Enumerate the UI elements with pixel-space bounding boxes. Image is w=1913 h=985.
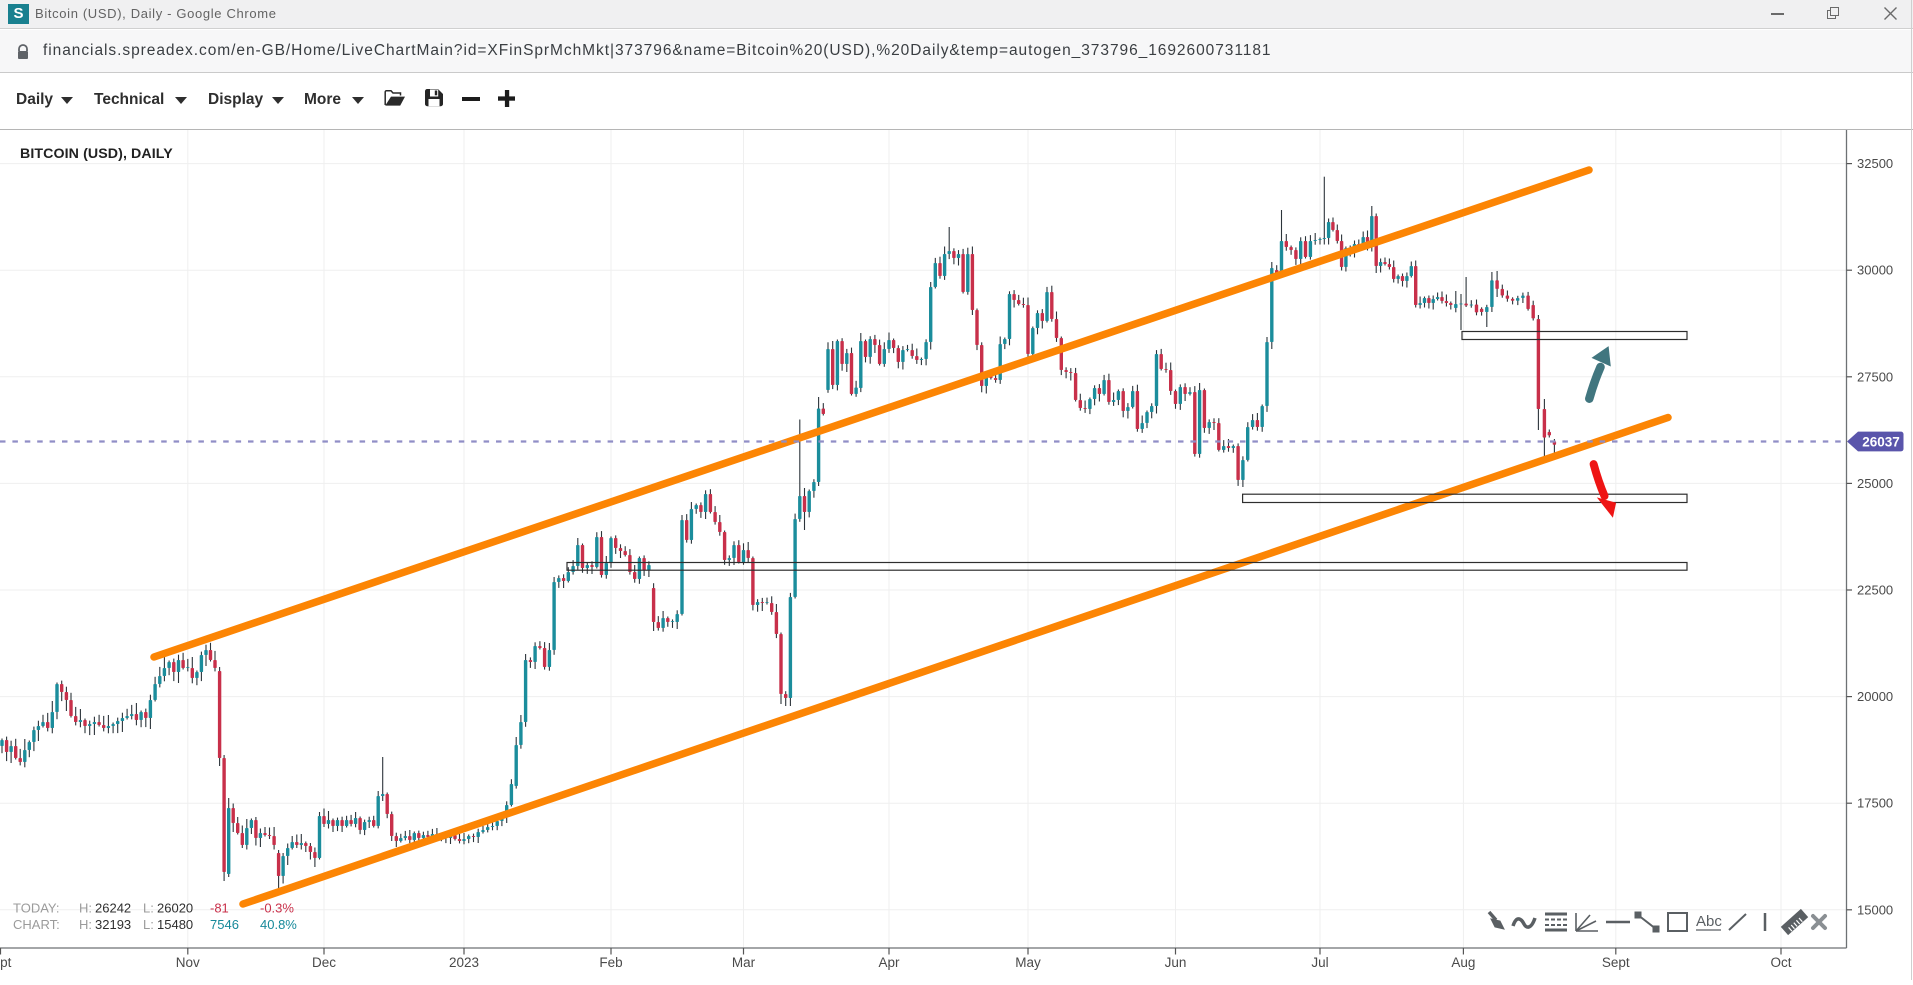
- svg-text:20000: 20000: [1857, 689, 1893, 704]
- svg-text:2023: 2023: [449, 955, 479, 970]
- svg-text:Abc: Abc: [1696, 913, 1722, 930]
- svg-text:7546: 7546: [210, 917, 239, 932]
- svg-text:-0.3%: -0.3%: [260, 901, 294, 916]
- svg-text:CHART:: CHART:: [13, 917, 60, 932]
- svg-text:32500: 32500: [1857, 156, 1893, 171]
- svg-text:25000: 25000: [1857, 476, 1893, 491]
- svg-text:15480: 15480: [157, 917, 193, 932]
- svg-text:26037: 26037: [1862, 434, 1900, 449]
- svg-text:H:: H:: [79, 901, 92, 916]
- svg-text:Oct: Oct: [1770, 955, 1791, 970]
- svg-text:Dec: Dec: [312, 955, 336, 970]
- svg-text:26242: 26242: [95, 901, 131, 916]
- svg-text:L:: L:: [143, 901, 154, 916]
- svg-text:-81: -81: [210, 901, 229, 916]
- svg-text:15000: 15000: [1857, 902, 1893, 917]
- svg-text:L:: L:: [143, 917, 154, 932]
- svg-text:H:: H:: [79, 917, 92, 932]
- svg-text:Jun: Jun: [1165, 955, 1187, 970]
- svg-text:TODAY:: TODAY:: [13, 901, 59, 916]
- svg-text:26020: 26020: [157, 901, 193, 916]
- svg-text:Feb: Feb: [599, 955, 622, 970]
- svg-text:17500: 17500: [1857, 796, 1893, 811]
- svg-text:22500: 22500: [1857, 583, 1893, 598]
- svg-text:Aug: Aug: [1451, 955, 1475, 970]
- svg-text:Jul: Jul: [1311, 955, 1328, 970]
- svg-text:32193: 32193: [95, 917, 131, 932]
- svg-text:May: May: [1015, 955, 1041, 970]
- svg-text:BITCOIN (USD), DAILY: BITCOIN (USD), DAILY: [20, 146, 173, 162]
- svg-text:Sept: Sept: [1602, 955, 1630, 970]
- svg-text:Mar: Mar: [732, 955, 756, 970]
- svg-text:30000: 30000: [1857, 263, 1893, 278]
- svg-text:Nov: Nov: [176, 955, 200, 970]
- svg-text:27500: 27500: [1857, 369, 1893, 384]
- svg-text:Apr: Apr: [878, 955, 900, 970]
- svg-text:40.8%: 40.8%: [260, 917, 297, 932]
- svg-text:Sept: Sept: [0, 955, 12, 970]
